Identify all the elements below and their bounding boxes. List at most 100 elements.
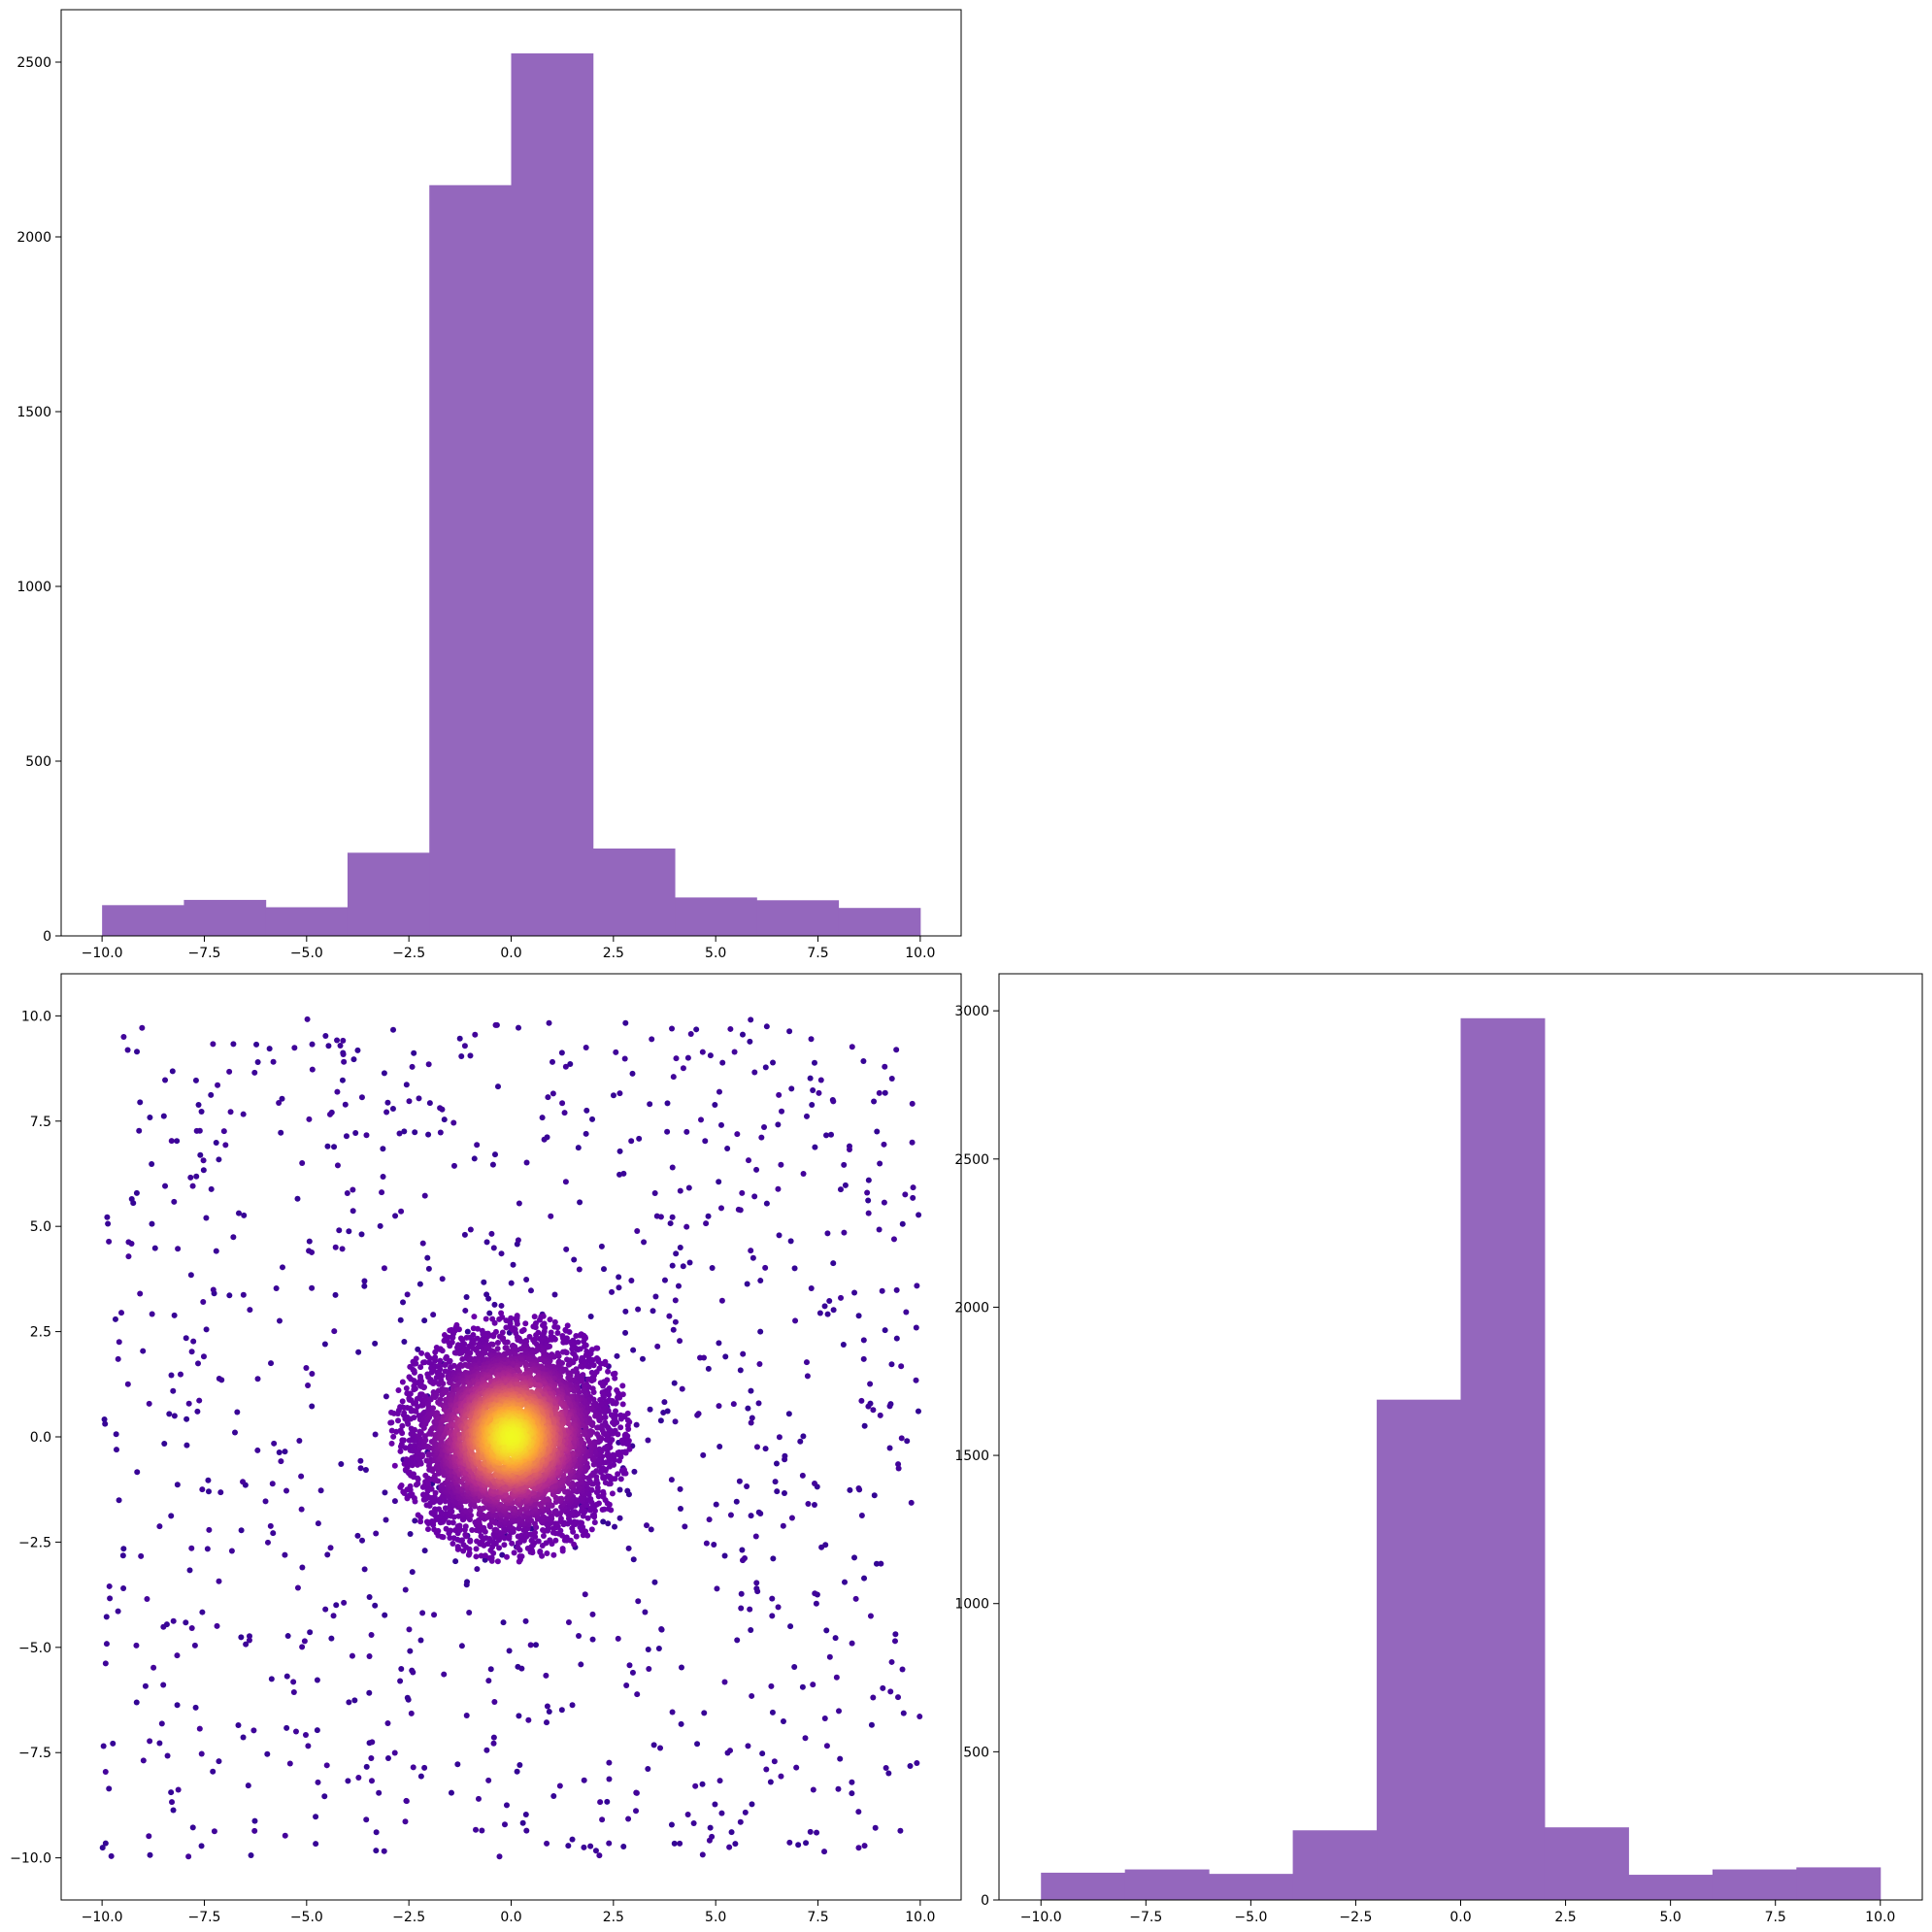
scatter-point — [450, 1162, 457, 1169]
scatter-point — [339, 1077, 346, 1083]
scatter-point — [555, 1352, 562, 1359]
scatter-point — [594, 1484, 601, 1491]
scatter-point — [600, 1518, 607, 1525]
scatter-point — [532, 1529, 539, 1536]
scatter-point — [551, 1318, 558, 1325]
scatter-point — [615, 1394, 621, 1401]
scatter-point — [454, 1761, 461, 1768]
scatter-point — [812, 1480, 818, 1486]
scatter-point — [523, 1159, 530, 1166]
scatter-point — [666, 1313, 673, 1319]
scatter-point — [290, 1688, 297, 1695]
scatter-point — [210, 1768, 217, 1775]
scatter-point — [305, 1743, 312, 1749]
scatter-point — [246, 1633, 252, 1640]
scatter-point — [672, 1418, 679, 1425]
scatter-point — [340, 1037, 347, 1044]
scatter-point — [403, 1384, 410, 1391]
scatter-point — [463, 1294, 470, 1301]
scatter-point — [503, 1324, 510, 1331]
scatter-point — [341, 1058, 348, 1065]
scatter-point — [677, 1485, 683, 1492]
scatter-point — [596, 1446, 603, 1452]
scatter-point — [270, 1530, 277, 1537]
scatter-point — [757, 1510, 764, 1516]
scatter-point — [431, 1612, 438, 1618]
scatter-point — [748, 1016, 754, 1023]
scatter-point — [589, 1116, 596, 1122]
scatter-point — [247, 1307, 253, 1314]
scatter-point — [770, 1555, 777, 1562]
scatter-point — [435, 1527, 442, 1534]
scatter-point — [669, 1164, 676, 1171]
scatter-point — [368, 1755, 375, 1761]
scatter-point — [303, 1364, 310, 1371]
scatter-point — [450, 1119, 457, 1126]
scatter-point — [699, 1781, 706, 1787]
scatter-point — [459, 1537, 466, 1544]
scatter-point — [668, 1477, 675, 1483]
scatter-point — [478, 1533, 484, 1540]
scatter-point — [435, 1478, 442, 1484]
scatter-point — [902, 1191, 909, 1198]
scatter-point — [363, 1132, 370, 1139]
scatter-point — [188, 1349, 195, 1355]
scatter-point — [149, 1160, 155, 1167]
scatter-point — [797, 1438, 804, 1445]
scatter-point — [503, 1491, 510, 1498]
scatter-point — [788, 1085, 795, 1092]
scatter-point — [847, 1486, 853, 1493]
scatter-point — [110, 1740, 117, 1747]
scatter-point — [870, 1694, 877, 1701]
scatter-point — [133, 1189, 140, 1196]
scatter-point — [149, 1220, 155, 1227]
scatter-point — [584, 1515, 591, 1521]
scatter-point — [763, 1200, 770, 1207]
scatter-point — [799, 1683, 806, 1690]
scatter-point — [397, 1448, 404, 1454]
scatter-point — [419, 1610, 426, 1616]
scatter-point — [125, 1253, 132, 1260]
scatter-point — [190, 1338, 197, 1345]
scatter-point — [199, 1486, 206, 1493]
scatter-point — [472, 1031, 479, 1038]
scatter-point — [286, 1760, 293, 1767]
scatter-point — [544, 1840, 550, 1847]
scatter-point — [366, 1594, 373, 1601]
scatter-point — [787, 1238, 794, 1245]
scatter-point — [705, 1213, 712, 1219]
scatter-point — [773, 1460, 780, 1467]
scatter-point — [716, 1179, 722, 1185]
scatter-point — [168, 1138, 175, 1145]
scatter-point — [206, 1526, 213, 1533]
scatter-point — [734, 1131, 741, 1138]
scatter-point — [99, 1845, 106, 1851]
scatter-point — [171, 1198, 178, 1205]
scatter-point — [193, 1173, 200, 1180]
scatter-point — [139, 1024, 146, 1031]
scatter-point — [719, 1059, 726, 1066]
scatter-point — [775, 1185, 782, 1192]
scatter-point — [309, 1041, 316, 1048]
scatter-point — [499, 1551, 506, 1558]
scatter-point — [214, 1622, 220, 1629]
scatter-point — [106, 1238, 113, 1245]
scatter-point — [560, 1349, 567, 1355]
scatter-point — [788, 1515, 795, 1521]
scatter-point — [168, 1513, 175, 1519]
scatter-point — [357, 1465, 364, 1472]
scatter-point — [381, 1265, 387, 1272]
scatter-point — [284, 1633, 291, 1640]
scatter-point — [699, 1851, 706, 1858]
scatter-point — [215, 1082, 221, 1088]
scatter-point — [377, 1222, 383, 1229]
scatter-point — [411, 1369, 417, 1376]
scatter-point — [162, 1077, 169, 1083]
scatter-point — [474, 1142, 481, 1149]
scatter-point — [245, 1782, 251, 1789]
scatter-point — [490, 1740, 497, 1747]
scatter-point — [160, 1623, 167, 1630]
scatter-point — [404, 1464, 411, 1471]
scatter-point — [424, 1526, 431, 1533]
